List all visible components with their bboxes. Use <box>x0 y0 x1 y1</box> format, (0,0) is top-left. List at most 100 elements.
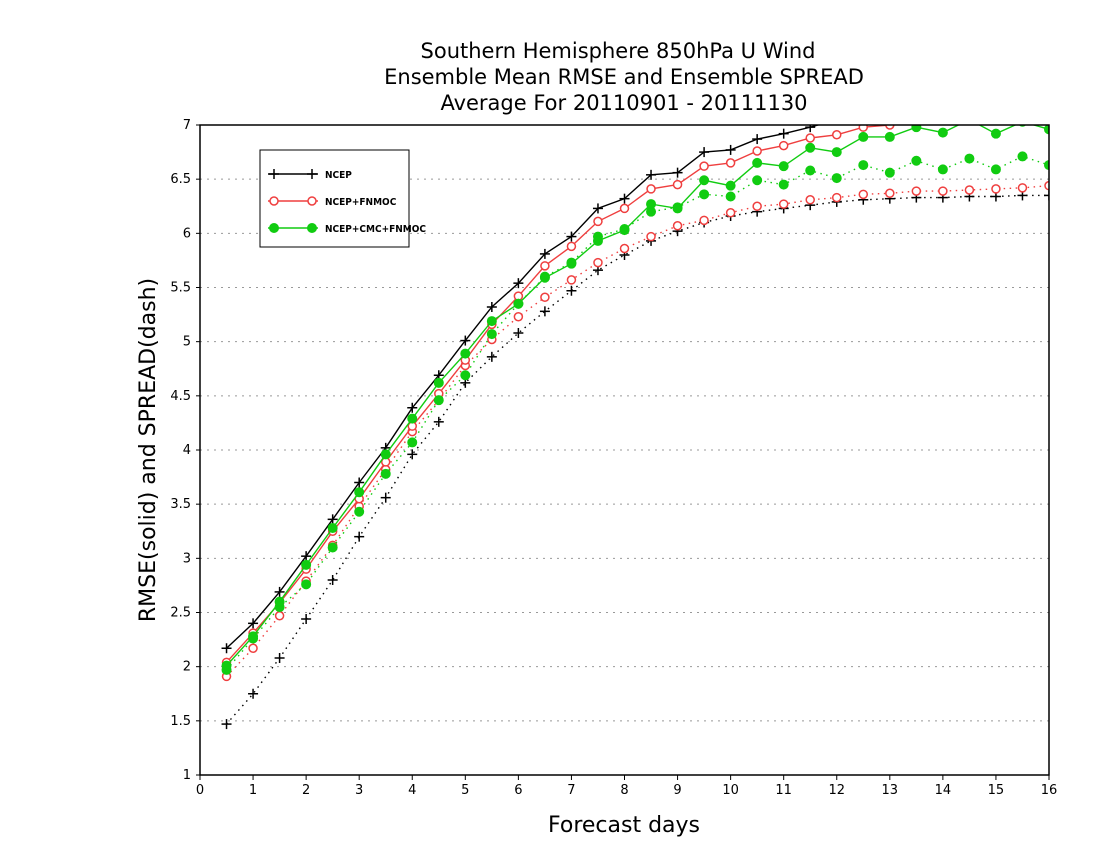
point-ncep-spread <box>274 653 285 663</box>
point-ncep-fnmoc-rmse <box>593 216 603 227</box>
point-ncep-cmc-fnmoc-rmse <box>805 142 816 153</box>
legend: NCEP NCEP+FNMOC NCEP+CMC+FNMOC <box>259 149 426 248</box>
x-tick-label: 12 <box>828 783 845 798</box>
point-ncep-rmse <box>725 144 736 155</box>
point-ncep-rmse <box>858 111 868 121</box>
x-axis-label: Forecast days <box>548 813 700 838</box>
point-ncep-fnmoc-spread <box>699 215 709 226</box>
point-ncep-rmse <box>752 134 763 145</box>
point-ncep-fnmoc-spread <box>566 275 577 285</box>
point-ncep-cmc-fnmoc-spread <box>327 542 338 553</box>
point-ncep-spread <box>248 688 259 699</box>
point-ncep-fnmoc-spread <box>513 312 524 322</box>
y-tick-label: 4.5 <box>170 389 191 404</box>
point-ncep-spread <box>486 351 497 362</box>
y-tick-label: 6.5 <box>170 172 191 187</box>
point-ncep-cmc-fnmoc-spread <box>964 153 975 164</box>
point-ncep-cmc-fnmoc-rmse <box>725 180 736 191</box>
point-ncep-rmse <box>911 107 921 117</box>
point-ncep-cmc-fnmoc-spread <box>805 165 816 176</box>
point-ncep-spread <box>407 449 418 460</box>
point-ncep-rmse <box>274 586 285 597</box>
y-tick-label: 3 <box>183 551 191 566</box>
point-ncep-fnmoc-spread <box>991 184 1001 194</box>
point-ncep-fnmoc-spread <box>778 199 789 209</box>
point-ncep-fnmoc-spread <box>619 243 630 254</box>
point-ncep-rmse <box>964 101 974 111</box>
point-ncep-cmc-fnmoc-spread <box>752 175 763 186</box>
point-ncep-cmc-fnmoc-spread <box>858 160 869 171</box>
point-ncep-fnmoc-rmse <box>752 146 762 156</box>
legend-marker-ncep-cmc-fnmoc <box>307 223 317 233</box>
chart-title-line-1: Southern Hemisphere 850hPa U Wind <box>421 39 816 63</box>
point-ncep-cmc-fnmoc-rmse <box>858 131 869 142</box>
x-tick-label: 9 <box>673 783 681 798</box>
point-ncep-cmc-fnmoc-rmse <box>327 523 338 533</box>
point-ncep-cmc-fnmoc-spread <box>1044 160 1049 171</box>
point-ncep-fnmoc-spread <box>1044 180 1049 191</box>
point-ncep-rmse <box>938 104 948 114</box>
point-ncep-rmse <box>832 115 842 125</box>
x-tick-label: 1 <box>249 783 257 798</box>
point-ncep-cmc-fnmoc-rmse <box>646 199 657 210</box>
point-ncep-cmc-fnmoc-rmse <box>937 127 948 138</box>
point-ncep-rmse <box>885 109 895 119</box>
x-tick-label: 8 <box>620 783 628 798</box>
point-ncep-fnmoc-rmse <box>965 112 973 120</box>
point-ncep-cmc-fnmoc-spread <box>725 191 736 202</box>
point-ncep-cmc-fnmoc-rmse <box>433 377 444 388</box>
legend-marker-ncep-fnmoc <box>307 196 317 206</box>
y-tick-label: 1 <box>183 768 191 783</box>
point-ncep-rmse <box>221 643 232 654</box>
point-ncep-cmc-fnmoc-rmse <box>301 559 312 570</box>
point-ncep-cmc-fnmoc-spread <box>937 164 948 175</box>
point-ncep-cmc-fnmoc-spread <box>407 437 418 448</box>
point-ncep-fnmoc-spread <box>938 186 948 196</box>
y-tick-label: 1.5 <box>170 714 191 729</box>
point-ncep-fnmoc-rmse <box>992 110 1000 118</box>
point-ncep-fnmoc-rmse <box>566 241 577 252</box>
legend-box <box>259 149 410 248</box>
point-ncep-fnmoc-spread <box>1017 183 1028 193</box>
point-ncep-fnmoc-spread <box>274 611 285 621</box>
point-ncep-cmc-fnmoc-rmse <box>380 449 391 460</box>
point-ncep-cmc-fnmoc-spread <box>301 579 312 590</box>
point-ncep-spread <box>566 285 577 296</box>
x-tick-label: 11 <box>775 783 792 798</box>
point-ncep-cmc-fnmoc-rmse <box>990 128 1001 139</box>
legend-marker-ncep-fnmoc <box>269 196 279 206</box>
series-layer <box>221 101 1049 730</box>
point-ncep-rmse <box>539 248 550 259</box>
point-ncep-spread <box>539 306 550 317</box>
point-ncep-cmc-fnmoc-rmse <box>566 258 577 269</box>
legend-label-ncep-fnmoc: NCEP+FNMOC <box>325 197 397 208</box>
point-ncep-fnmoc-spread <box>858 189 869 200</box>
point-ncep-cmc-fnmoc-rmse <box>672 203 683 214</box>
point-ncep-spread <box>433 416 444 427</box>
x-tick-label: 2 <box>302 783 310 798</box>
point-ncep-cmc-fnmoc-rmse <box>965 115 974 124</box>
point-ncep-cmc-fnmoc-spread <box>778 179 789 190</box>
y-axis-label: RMSE(solid) and SPREAD(dash) <box>136 278 161 622</box>
point-ncep-rmse <box>513 278 524 289</box>
point-ncep-cmc-fnmoc-spread <box>486 329 497 340</box>
point-ncep-fnmoc-spread <box>911 186 922 196</box>
point-ncep-cmc-fnmoc-spread <box>831 173 842 184</box>
y-tick-label: 6 <box>183 226 191 241</box>
y-tick-label: 2 <box>183 660 191 675</box>
point-ncep-fnmoc-rmse <box>885 125 895 130</box>
point-ncep-fnmoc-rmse <box>699 161 709 171</box>
point-ncep-spread <box>221 719 232 730</box>
x-tick-label: 13 <box>882 783 899 798</box>
point-ncep-cmc-fnmoc-rmse <box>592 235 603 246</box>
point-ncep-fnmoc-rmse <box>858 125 869 132</box>
point-ncep-cmc-fnmoc-rmse <box>1044 125 1049 135</box>
point-ncep-cmc-fnmoc-rmse <box>513 298 524 309</box>
point-ncep-fnmoc-spread <box>885 188 895 198</box>
point-ncep-cmc-fnmoc-spread <box>911 155 922 166</box>
x-tick-label: 4 <box>408 783 416 798</box>
point-ncep-fnmoc-rmse <box>646 184 656 194</box>
point-ncep-cmc-fnmoc-rmse <box>274 596 285 607</box>
point-ncep-rmse <box>646 169 657 180</box>
point-ncep-rmse <box>248 618 259 629</box>
